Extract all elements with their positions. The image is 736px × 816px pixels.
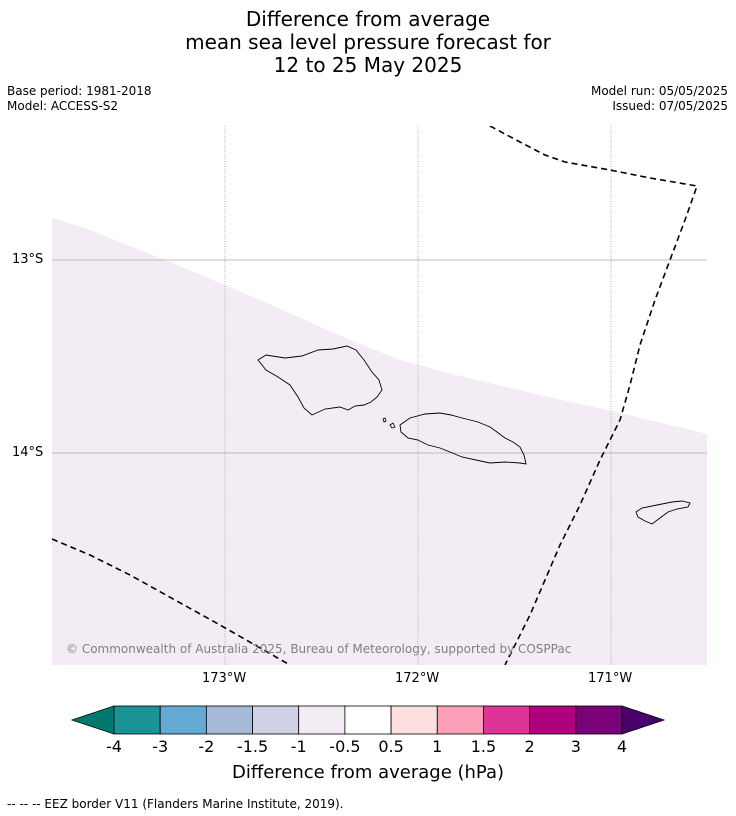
- colorbar-segment: [205, 705, 253, 735]
- meta-right: Model run: 05/05/2025 Issued: 07/05/2025: [591, 84, 728, 114]
- map-copyright: © Commonwealth of Australia 2025, Bureau…: [66, 642, 571, 656]
- colorbar-tick-label: -0.5: [329, 737, 361, 756]
- island-savaii: [257, 345, 383, 416]
- colorbar-segment: [436, 705, 484, 735]
- chart-title: Difference from average mean sea level p…: [0, 8, 736, 77]
- colorbar-tick-label: 3: [570, 737, 581, 756]
- lon-label-173w: 173°W: [202, 671, 247, 686]
- model-run: Model run: 05/05/2025: [590, 84, 728, 98]
- colorbar-segment: [298, 705, 346, 735]
- island-apolima: [382, 417, 387, 423]
- colorbar-segment: [575, 705, 623, 735]
- colorbar-tick-label: 2: [524, 737, 535, 756]
- title-line-1: Difference from average: [245, 7, 491, 31]
- colorbar-tick-label: -1.5: [236, 737, 269, 756]
- eez-border-lower: [52, 538, 291, 665]
- island-tutuila: [635, 500, 691, 525]
- colorbar-segment: [529, 705, 577, 735]
- colorbar-tick-label: 1.5: [470, 737, 497, 756]
- lat-label-14s: 14°S: [12, 445, 44, 460]
- lat-label-13s: 13°S: [12, 252, 44, 267]
- colorbar-segment: [344, 705, 392, 735]
- pressure-anomaly-shading: [52, 218, 707, 665]
- colorbar-title: Difference from average (hPa): [231, 762, 505, 783]
- colorbar-arrow-high: [621, 705, 666, 735]
- colorbar-segment: [483, 705, 531, 735]
- colorbar-segment: [159, 705, 207, 735]
- colorbar-arrow-low: [70, 705, 115, 735]
- colorbar-tick-label: -1: [290, 737, 307, 756]
- island-manono: [389, 422, 396, 429]
- eez-legend: -- -- -- EEZ border V11 (Flanders Marine…: [7, 797, 344, 811]
- title-line-2: mean sea level pressure forecast for: [185, 30, 551, 54]
- issued-date: Issued: 07/05/2025: [612, 99, 728, 113]
- meta-left: Base period: 1981-2018 Model: ACCESS-S2: [7, 84, 152, 114]
- colorbar-tick-label: -2: [198, 737, 215, 756]
- colorbar-tick-label: -3: [152, 737, 169, 756]
- colorbar: [70, 705, 666, 735]
- island-upolu: [399, 412, 527, 465]
- eez-border-upper: [489, 126, 699, 665]
- colorbar-segment: [252, 705, 300, 735]
- base-period: Base period: 1981-2018: [7, 84, 152, 98]
- colorbar-tick-label: 4: [616, 737, 628, 756]
- lon-label-172w: 172°W: [395, 671, 440, 686]
- colorbar-segment: [113, 705, 161, 735]
- colorbar-segment: [390, 705, 438, 735]
- colorbar-tick-label: 1: [432, 737, 443, 756]
- model-name: Model: ACCESS-S2: [7, 99, 119, 113]
- lon-label-171w: 171°W: [588, 671, 633, 686]
- colorbar-tick-label: 0.5: [378, 737, 404, 756]
- colorbar-tick-label: -4: [106, 737, 122, 756]
- title-line-3: 12 to 25 May 2025: [273, 53, 463, 77]
